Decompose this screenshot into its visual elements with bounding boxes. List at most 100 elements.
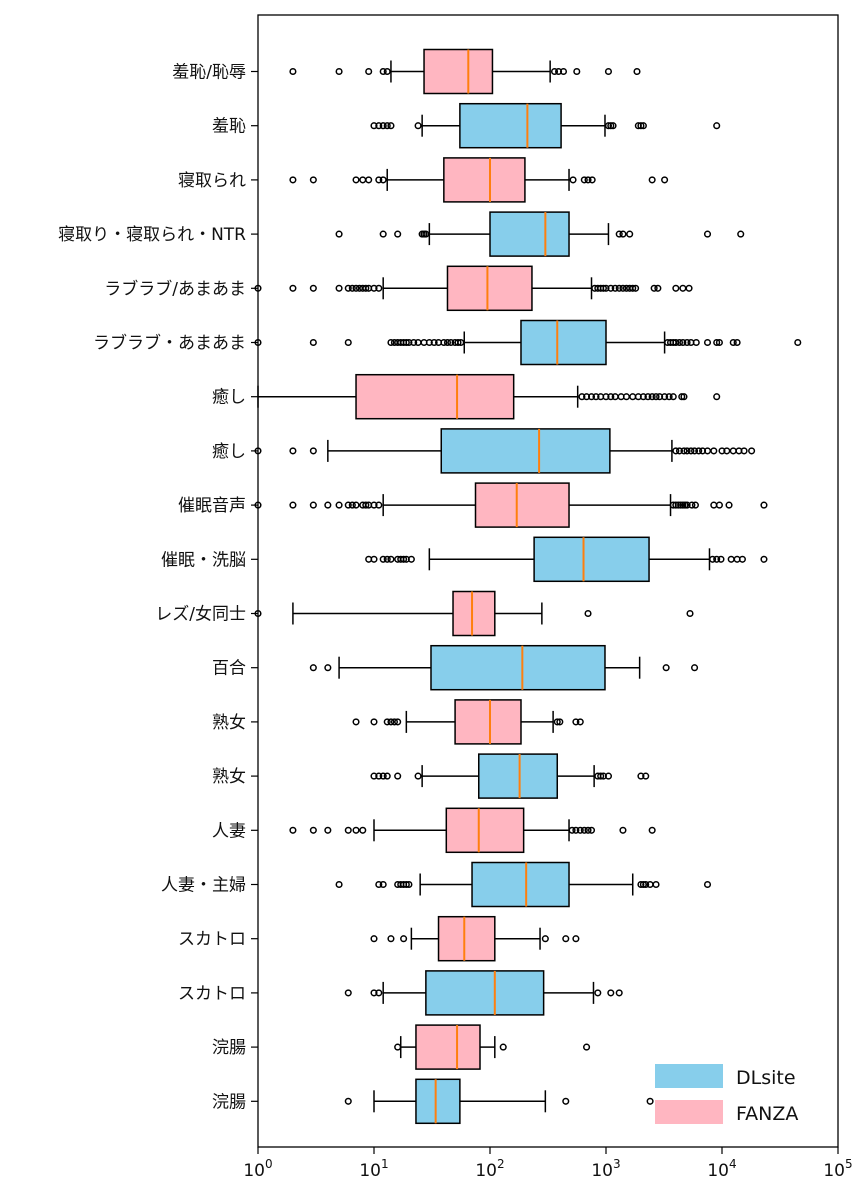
flier-point [683,501,691,509]
flier-point [335,880,343,889]
box [474,482,570,528]
box [443,157,526,203]
flier-point [352,718,360,726]
flier-point [578,393,586,401]
flier-point [457,338,465,347]
box [423,48,494,95]
flier-point [440,338,448,347]
category-label: 百合 [212,659,246,679]
x-tick-label: 102 [475,1157,504,1181]
flier-point [383,718,391,726]
box-group [309,644,699,691]
flier-point [324,501,332,509]
flier-point [580,176,588,184]
category-label: レズ/女同士 [155,605,246,625]
flier-point [584,826,592,834]
flier-point [370,772,378,780]
flier-point [375,989,383,997]
flier-point [289,284,297,292]
flier-point [652,880,660,889]
box [446,265,533,312]
flier-point [685,284,693,292]
flier-point [576,718,584,726]
flier-point [362,284,370,292]
category-label: 寝取り・寝取られ・NTR [58,224,246,245]
flier-point [604,67,613,76]
flier-point [740,447,748,455]
flier-point [619,230,627,238]
flier-point [359,826,367,834]
flier-point [447,338,455,347]
flier-point [344,284,352,292]
flier-point [394,1043,402,1051]
flier-point [556,718,564,726]
flier-point [400,555,408,563]
flier-point [642,772,650,780]
flier-point [370,989,378,997]
flier-point [390,718,398,726]
flier-point [592,393,600,401]
flier-point [289,447,297,455]
box [355,373,515,420]
legend-swatch [655,1100,723,1124]
flier-point [344,1097,352,1105]
flier-point [348,284,356,292]
flier-point [559,67,568,76]
flier-point [703,880,712,889]
flier-point [379,880,387,889]
flier-point [379,67,387,76]
flier-point [375,772,383,780]
flier-point [615,989,623,997]
flier-point [422,230,430,238]
flier-point [562,935,570,943]
flier-point [309,501,317,509]
flier-point [713,393,721,401]
category-label: ラブラブ・あまあま [93,333,246,354]
flier-point [379,555,387,563]
category-label: 人妻 [212,821,246,841]
flier-point [675,338,684,347]
flier-point [619,284,627,292]
box-group [254,265,693,312]
flier-point [648,176,656,184]
box [489,211,570,257]
flier-point [379,230,387,238]
flier-point [454,338,462,347]
flier-point [387,718,395,726]
flier-point [375,122,383,130]
box-group [254,590,694,637]
flier-point [335,284,343,292]
flier-point [674,501,682,509]
box-group [254,319,802,366]
flier-point [569,176,577,184]
flier-point [713,122,721,130]
category-label: 羞恥 [212,117,246,137]
flier-point [615,284,623,292]
flier-point [383,67,391,76]
flier-point [713,338,721,347]
flier-point [568,826,576,834]
flier-point [604,122,613,130]
box [459,102,562,149]
box [520,319,607,366]
category-label: スカトロ [178,984,246,1004]
flier-point [344,989,352,997]
flier-point [692,338,700,347]
flier-point [677,501,685,509]
flier-point [691,664,699,672]
x-axis: 100 101 102 103 104 105 [243,1147,853,1181]
box [445,807,525,854]
flier-point [629,284,637,292]
flier-point [691,447,699,455]
flier-point [609,122,617,130]
flier-point [425,338,433,347]
flier-point [414,772,422,780]
flier-point [370,122,378,130]
flier-point [541,935,549,943]
flier-point [379,176,387,184]
flier-point [572,826,580,834]
flier-point [387,935,395,943]
flier-point [642,880,650,889]
category-label: 浣腸 [212,1092,246,1112]
